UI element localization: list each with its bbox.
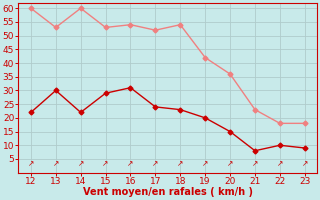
Text: ↗: ↗ — [252, 160, 258, 169]
Text: ↗: ↗ — [152, 160, 159, 169]
X-axis label: Vent moyen/en rafales ( km/h ): Vent moyen/en rafales ( km/h ) — [83, 187, 253, 197]
Text: ↗: ↗ — [102, 160, 109, 169]
Text: ↗: ↗ — [127, 160, 134, 169]
Text: ↗: ↗ — [301, 160, 308, 169]
Text: ↗: ↗ — [277, 160, 283, 169]
Text: ↗: ↗ — [227, 160, 233, 169]
Text: ↗: ↗ — [77, 160, 84, 169]
Text: ↗: ↗ — [177, 160, 183, 169]
Text: ↗: ↗ — [28, 160, 34, 169]
Text: ↗: ↗ — [52, 160, 59, 169]
Text: ↗: ↗ — [202, 160, 208, 169]
